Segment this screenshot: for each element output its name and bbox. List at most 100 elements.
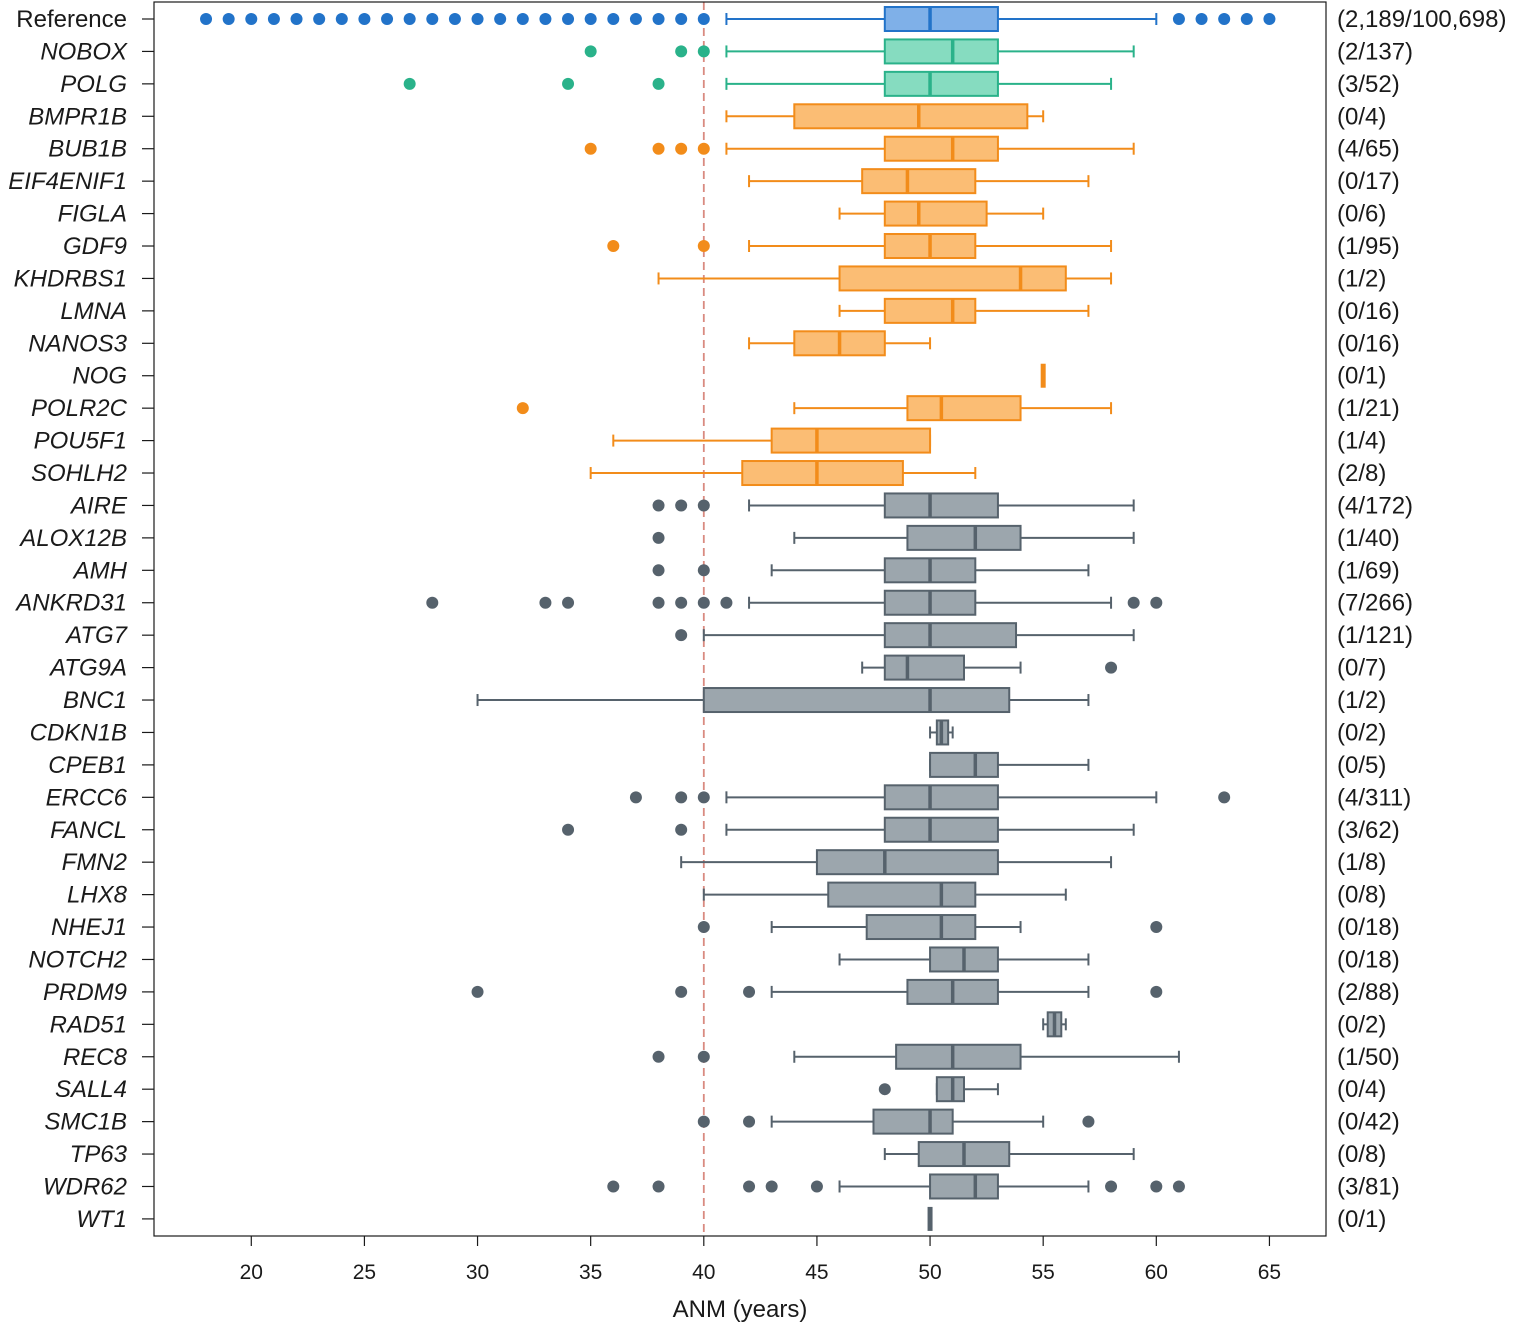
outlier-bub1b-0 — [584, 142, 597, 155]
gene-label-nobox: NOBOX — [40, 38, 128, 65]
outlier-reference-10 — [426, 13, 439, 25]
box-bmpr1b — [725, 103, 1045, 130]
count-label-nobox: (2/137) — [1337, 38, 1413, 65]
gene-label-sall4: SALL4 — [55, 1076, 127, 1103]
x-tick-label-25: 25 — [353, 1261, 376, 1284]
count-label-amh: (1/69) — [1337, 557, 1400, 584]
box-nanos3 — [748, 330, 932, 357]
outlier-ankrd31-0 — [426, 596, 439, 609]
box-notch2 — [838, 946, 1090, 973]
gene-label-prdm9: PRDM9 — [43, 979, 127, 1006]
gene-label-fancl: FANCL — [50, 817, 127, 844]
outlier-nhej1-1 — [1150, 921, 1163, 934]
box-nobox — [584, 38, 1135, 65]
count-label-bmpr1b: (0/4) — [1337, 103, 1386, 130]
count-label-rec8: (1/50) — [1337, 1044, 1400, 1071]
iqr-box-smc1b — [872, 1108, 954, 1135]
outlier-prdm9-2 — [743, 985, 756, 998]
iqr-box-atg9a — [883, 654, 965, 681]
outlier-reference-22 — [697, 13, 710, 25]
gene-label-rec8: REC8 — [63, 1044, 128, 1071]
count-label-atg9a: (0/7) — [1337, 655, 1386, 682]
gene-label-polr2c: POLR2C — [31, 395, 128, 422]
count-label-sohlh2: (2/8) — [1337, 460, 1386, 487]
gene-label-polg: POLG — [60, 71, 127, 98]
gene-label-tp63: TP63 — [70, 1141, 128, 1168]
count-label-rad51: (0/2) — [1337, 1011, 1386, 1038]
outlier-prdm9-3 — [1150, 985, 1163, 998]
iqr-box-bmpr1b — [793, 103, 1029, 130]
gene-label-smc1b: SMC1B — [44, 1109, 127, 1136]
iqr-box-reference — [883, 6, 999, 32]
count-label-nhej1: (0/18) — [1337, 914, 1400, 941]
outlier-ankrd31-3 — [652, 596, 665, 609]
box-fancl — [562, 816, 1135, 843]
count-label-lhx8: (0/8) — [1337, 882, 1386, 909]
outlier-bub1b-2 — [675, 142, 688, 155]
outlier-reference-16 — [562, 13, 575, 25]
gene-label-bmpr1b: BMPR1B — [28, 103, 127, 130]
box-sohlh2 — [589, 460, 977, 487]
gene-label-khdrbs1: KHDRBS1 — [14, 265, 127, 292]
iqr-box-lhx8 — [827, 881, 977, 908]
outlier-nobox-0 — [584, 45, 597, 58]
outlier-reference-6 — [335, 13, 348, 25]
gene-label-atg9a: ATG9A — [48, 655, 127, 682]
gene-label-notch2: NOTCH2 — [28, 946, 127, 973]
outlier-ankrd31-4 — [675, 596, 688, 609]
iqr-box-figla — [883, 200, 988, 227]
box-alox12b — [652, 524, 1135, 551]
box-smc1b — [697, 1108, 1095, 1135]
box-rec8 — [652, 1043, 1180, 1070]
count-label-nog: (0/1) — [1337, 363, 1386, 390]
boxes-layer — [200, 6, 1276, 1231]
gene-label-wt1: WT1 — [76, 1206, 127, 1233]
outlier-polr2c-0 — [516, 402, 529, 415]
gene-label-aire: AIRE — [69, 492, 128, 519]
gene-label-atg7: ATG7 — [64, 622, 129, 649]
outlier-bub1b-1 — [652, 142, 665, 155]
count-label-wt1: (0/1) — [1337, 1206, 1386, 1233]
outlier-reference-15 — [539, 13, 552, 25]
box-eif4enif1 — [748, 168, 1090, 195]
box-lhx8 — [702, 881, 1067, 908]
outlier-fancl-0 — [562, 823, 575, 836]
count-label-smc1b: (0/42) — [1337, 1109, 1400, 1136]
count-label-ercc6: (4/311) — [1337, 784, 1411, 811]
box-khdrbs1 — [657, 265, 1113, 292]
count-label-pou5f1: (1/4) — [1337, 428, 1386, 455]
x-tick-label-45: 45 — [805, 1261, 828, 1284]
gene-label-cpeb1: CPEB1 — [48, 752, 127, 779]
outlier-wdr62-4 — [810, 1180, 823, 1193]
box-pou5f1 — [612, 427, 932, 454]
count-label-gdf9: (1/95) — [1337, 233, 1400, 260]
outlier-ankrd31-8 — [1150, 596, 1163, 609]
box-fmn2 — [680, 849, 1113, 876]
outlier-ankrd31-2 — [562, 596, 575, 609]
count-label-cpeb1: (0/5) — [1337, 752, 1386, 779]
box-rad51 — [1042, 1011, 1067, 1038]
gene-label-rad51: RAD51 — [50, 1011, 127, 1038]
gene-label-nog: NOG — [72, 363, 127, 390]
outlier-smc1b-2 — [1082, 1115, 1095, 1128]
count-label-eif4enif1: (0/17) — [1337, 168, 1400, 195]
gene-label-sohlh2: SOHLH2 — [31, 460, 127, 487]
outlier-prdm9-0 — [471, 985, 484, 998]
outlier-reference-7 — [358, 13, 371, 25]
box-aire — [652, 492, 1135, 519]
iqr-box-alox12b — [906, 524, 1022, 551]
outlier-reference-23 — [1172, 13, 1185, 25]
gene-label-eif4enif1: EIF4ENIF1 — [8, 168, 127, 195]
x-axis-title: ANM (years) — [673, 1296, 808, 1323]
gene-label-bnc1: BNC1 — [63, 687, 127, 714]
outlier-reference-0 — [200, 13, 213, 25]
outlier-reference-8 — [381, 13, 394, 25]
iqr-box-fmn2 — [815, 849, 999, 876]
outlier-polg-1 — [562, 77, 575, 90]
box-reference — [200, 6, 1276, 32]
x-tick-label-55: 55 — [1032, 1261, 1055, 1284]
gene-label-bub1b: BUB1B — [48, 136, 127, 163]
box-ercc6 — [629, 784, 1231, 811]
outlier-smc1b-0 — [697, 1115, 710, 1128]
gene-label-ercc6: ERCC6 — [46, 784, 128, 811]
